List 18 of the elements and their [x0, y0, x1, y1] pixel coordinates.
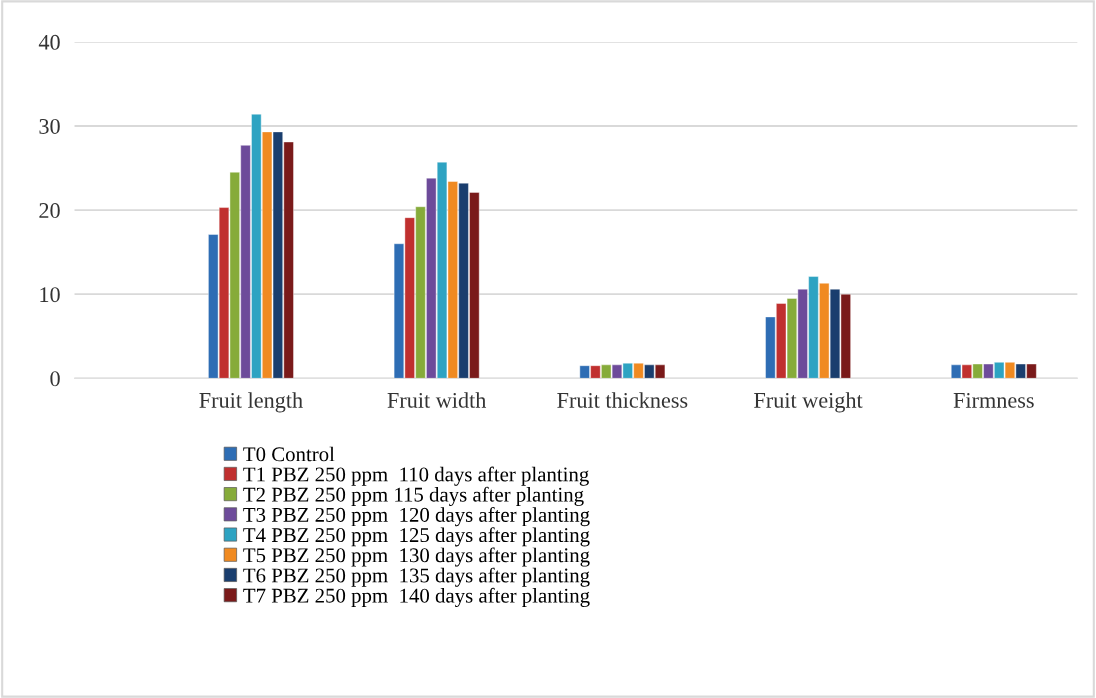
- x-tick-label: Firmness: [953, 392, 1034, 408]
- y-tick-label: 30: [39, 118, 60, 134]
- legend-label: T0 Control: [243, 446, 335, 462]
- legend-label: T6 PBZ 250 ppm 135 days after planting: [243, 567, 590, 587]
- y-tick-label: 0: [50, 371, 60, 387]
- legend-label: T2 PBZ 250 ppm 115 days after planting: [243, 486, 584, 506]
- y-tick-label: 10: [40, 287, 60, 303]
- y-tick-label: 20: [39, 203, 60, 219]
- x-tick-label: Fruit width: [387, 392, 487, 408]
- legend-label: T1 PBZ 250 ppm 110 days after planting: [243, 466, 589, 486]
- x-tick-label: Fruit weight: [754, 392, 863, 413]
- legend-label: T7 PBZ 250 ppm 140 days after planting: [243, 587, 590, 607]
- y-tick-label: 40: [38, 34, 60, 50]
- x-tick-label: Fruit length: [199, 392, 303, 413]
- legend-label: T3 PBZ 250 ppm 120 days after planting: [243, 507, 590, 527]
- legend-label: T5 PBZ 250 ppm 130 days after planting: [243, 547, 590, 567]
- x-tick-label: Fruit thickness: [557, 392, 688, 408]
- legend-label: T4 PBZ 250 ppm 125 days after planting: [243, 527, 590, 547]
